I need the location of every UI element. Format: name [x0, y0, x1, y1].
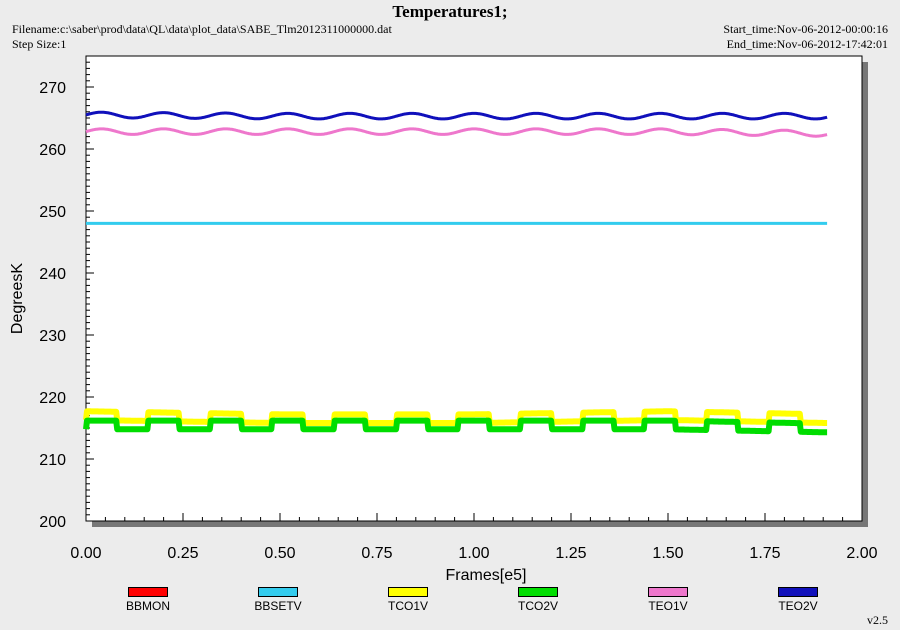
legend-label: BBSETV [254, 599, 302, 613]
x-tick-label: 0.75 [361, 545, 392, 562]
end-time-label: End_time:Nov-06-2012-17:42:01 [726, 37, 888, 51]
x-tick-label: 0.25 [167, 545, 198, 562]
legend-swatch [778, 587, 818, 597]
y-tick-label: 210 [39, 452, 66, 469]
x-tick-label: 2.00 [846, 545, 877, 562]
start-time-label: Start_time:Nov-06-2012-00:00:16 [723, 22, 888, 36]
y-tick-label: 260 [39, 142, 66, 159]
version-label: v2.5 [867, 613, 888, 627]
plot-area [85, 55, 863, 522]
x-axis-label: Frames[e5] [446, 567, 527, 584]
legend-swatch [648, 587, 688, 597]
x-tick-label: 1.50 [652, 545, 683, 562]
legend-label: TCO1V [387, 599, 428, 613]
x-tick-label: 0.50 [264, 545, 295, 562]
legend-label: TCO2V [517, 599, 558, 613]
legend-label: BBMON [125, 599, 170, 613]
filename-label: Filename:c:\saber\prod\data\QL\data\plot… [12, 22, 392, 36]
series-line-teo1v [85, 127, 828, 138]
legend-swatch [388, 587, 428, 597]
x-tick-label: 0.00 [70, 545, 101, 562]
y-tick-label: 230 [39, 328, 66, 345]
legend-swatch [128, 587, 168, 597]
y-tick-label: 200 [39, 514, 66, 531]
x-tick-label: 1.25 [555, 545, 586, 562]
chart-title: Temperatures1; [392, 2, 508, 21]
y-tick-label: 220 [39, 390, 66, 407]
y-tick-label: 250 [39, 204, 66, 221]
legend-label: TEO2V [778, 599, 818, 613]
step-size-label: Step Size:1 [12, 37, 67, 51]
legend-swatch [518, 587, 558, 597]
y-tick-label: 240 [39, 266, 66, 283]
series-line-tco2v [83, 417, 830, 436]
series-line-teo2v [85, 110, 828, 121]
y-tick-label: 270 [39, 80, 66, 97]
legend-label: TEO1V [648, 599, 688, 613]
x-tick-label: 1.00 [458, 545, 489, 562]
x-tick-label: 1.75 [749, 545, 780, 562]
y-axis-label: DegreesK [9, 263, 26, 334]
legend-swatch [258, 587, 298, 597]
